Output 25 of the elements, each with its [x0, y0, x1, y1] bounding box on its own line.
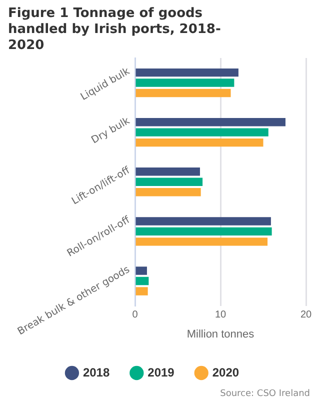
x-tick-label: 20	[300, 310, 312, 321]
bar	[136, 78, 234, 87]
chart-title: Figure 1 Tonnage of goods handled by Irish ports, 2018-2020	[7, 5, 222, 54]
bar	[136, 178, 203, 186]
bar	[136, 88, 231, 98]
legend-label: 2020	[212, 365, 240, 380]
x-tick-label: 10	[214, 310, 226, 321]
bar	[136, 217, 271, 226]
bar	[136, 188, 201, 196]
legend-label: 2019	[148, 365, 175, 380]
bar	[136, 168, 200, 176]
bar	[136, 128, 268, 136]
bar	[136, 68, 238, 77]
y-tick-label: Dry bulk	[90, 116, 132, 146]
bar	[136, 138, 264, 147]
bar	[136, 276, 149, 286]
source-note: Source: CSO Ireland	[219, 389, 310, 399]
bar	[136, 266, 147, 275]
bar	[136, 287, 148, 296]
legend-label: 2018	[82, 365, 110, 380]
bar	[136, 227, 272, 236]
bar	[136, 118, 286, 126]
bar	[136, 238, 268, 246]
x-axis-title: Million tonnes	[186, 328, 255, 340]
x-tick-label: 0	[132, 310, 138, 321]
